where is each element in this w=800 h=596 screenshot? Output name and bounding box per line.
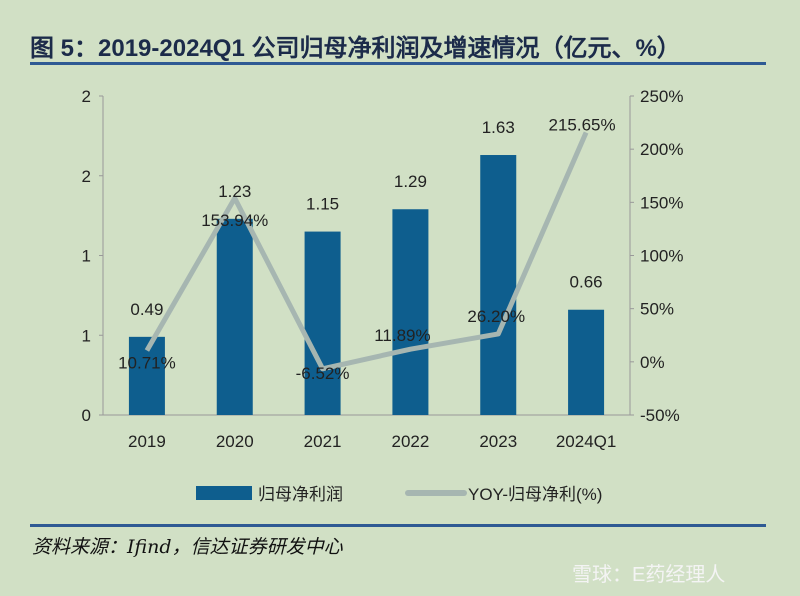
legend-line-label: YOY-归母净利(%) (468, 485, 602, 504)
bar-data-label: 1.29 (394, 172, 427, 191)
left-tick-label: 0 (82, 406, 91, 425)
bar-data-label: 0.66 (570, 273, 603, 292)
x-tick-label: 2020 (216, 432, 254, 451)
x-tick-label: 2023 (479, 432, 517, 451)
line-data-label: 26.20% (467, 307, 525, 326)
x-tick-label: 2019 (128, 432, 166, 451)
right-tick-label: 0% (640, 353, 665, 372)
bar (392, 209, 429, 415)
bar (304, 231, 341, 415)
bar (480, 155, 517, 415)
left-tick-label: 2 (82, 87, 91, 106)
yoy-line (144, 131, 589, 372)
chart-title: 图 5：2019-2024Q1 公司归母净利润及增速情况（亿元、%） (30, 35, 681, 62)
right-tick-label: -50% (640, 406, 680, 425)
bar-data-label: 0.49 (130, 300, 163, 319)
title-rule (30, 62, 766, 65)
bar-data-label: 1.63 (482, 118, 515, 137)
right-tick-label: 200% (640, 140, 683, 159)
line-data-label: 11.89% (374, 326, 430, 345)
right-tick-label: 150% (640, 193, 683, 212)
left-tick-label: 1 (82, 247, 91, 266)
left-tick-label: 2 (82, 167, 91, 186)
line-data-label: 215.65% (549, 116, 616, 135)
bar-data-label: 1.15 (306, 195, 339, 214)
bar (216, 218, 253, 415)
line-data-label: 10.71% (118, 353, 176, 372)
bar-data-label: 1.23 (218, 182, 251, 201)
legend-bar-swatch (196, 486, 252, 500)
bar (568, 309, 605, 415)
legend-bar-label: 归母净利润 (258, 485, 343, 504)
right-tick-label: 250% (640, 87, 683, 106)
x-tick-label: 2021 (304, 432, 342, 451)
source-note: 资料来源：Ifind，信达证券研发中心 (32, 536, 343, 558)
right-tick-label: 50% (640, 300, 674, 319)
right-tick-label: 100% (640, 247, 683, 266)
line-data-label: -6.52% (296, 364, 350, 383)
left-tick-label: 1 (82, 326, 91, 345)
watermark: 雪球：E药经理人 (572, 564, 726, 586)
source-rule (30, 524, 766, 527)
x-tick-label: 2022 (392, 432, 430, 451)
line-data-label: 153.94% (201, 211, 268, 230)
x-tick-label: 2024Q1 (556, 432, 617, 451)
